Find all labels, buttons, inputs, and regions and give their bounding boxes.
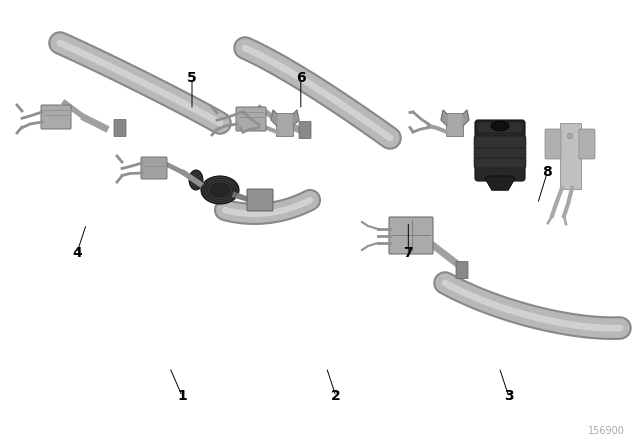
FancyBboxPatch shape: [545, 129, 561, 159]
Text: 156900: 156900: [588, 426, 625, 436]
FancyBboxPatch shape: [474, 136, 526, 148]
FancyBboxPatch shape: [276, 113, 294, 137]
FancyBboxPatch shape: [456, 262, 468, 279]
FancyBboxPatch shape: [475, 120, 525, 181]
FancyBboxPatch shape: [141, 157, 167, 179]
Text: 8: 8: [542, 165, 552, 180]
Text: 4: 4: [72, 246, 82, 260]
FancyBboxPatch shape: [389, 217, 433, 254]
FancyBboxPatch shape: [447, 113, 463, 137]
FancyBboxPatch shape: [41, 105, 71, 129]
FancyBboxPatch shape: [247, 189, 273, 211]
Text: 5: 5: [187, 71, 197, 86]
FancyBboxPatch shape: [559, 122, 580, 189]
FancyBboxPatch shape: [114, 120, 126, 137]
Text: 2: 2: [331, 389, 341, 404]
Ellipse shape: [568, 134, 573, 138]
FancyBboxPatch shape: [236, 107, 266, 131]
Ellipse shape: [201, 176, 239, 204]
Polygon shape: [293, 110, 299, 126]
FancyBboxPatch shape: [474, 146, 526, 158]
FancyBboxPatch shape: [477, 122, 523, 133]
Text: 7: 7: [403, 246, 413, 260]
Text: 6: 6: [296, 71, 306, 86]
Polygon shape: [271, 110, 277, 126]
Text: 3: 3: [504, 389, 514, 404]
FancyBboxPatch shape: [299, 121, 311, 138]
FancyBboxPatch shape: [579, 129, 595, 159]
FancyBboxPatch shape: [474, 156, 526, 168]
Polygon shape: [441, 110, 447, 126]
Text: 1: 1: [177, 389, 188, 404]
Ellipse shape: [189, 170, 203, 190]
Ellipse shape: [491, 121, 509, 131]
Polygon shape: [485, 176, 515, 190]
Polygon shape: [463, 110, 469, 126]
